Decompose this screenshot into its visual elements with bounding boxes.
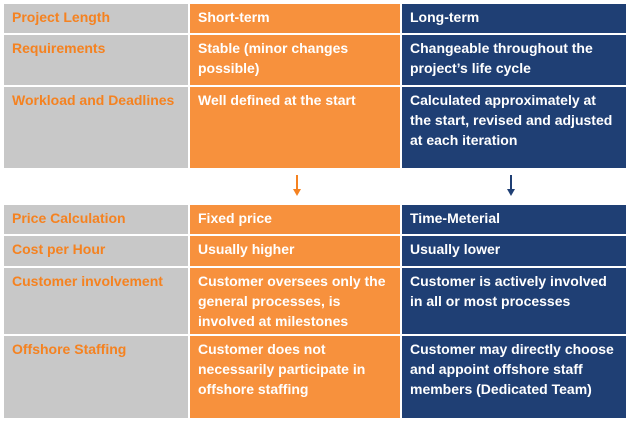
row-label: Price Calculation [4, 205, 190, 234]
table-row-requirements: Requirements Stable (minor changes possi… [4, 35, 626, 87]
short-term-cell: Usually higher [190, 236, 402, 266]
short-term-cell: Customer oversees only the general proce… [190, 268, 402, 334]
long-term-cell: Time-Meterial [402, 205, 626, 234]
short-term-cell: Stable (minor changes possible) [190, 35, 402, 85]
long-term-cell: Customer is actively involved in all or … [402, 268, 626, 334]
short-term-cell: Customer does not necessarily participat… [190, 336, 402, 418]
row-label: Project Length [4, 4, 190, 33]
row-label: Customer involvement [4, 268, 190, 334]
table-row-cost-per-hour: Cost per Hour Usually higher Usually low… [4, 236, 626, 268]
table-row-workload-and-deadlines: Workload and Deadlines Well defined at t… [4, 87, 626, 170]
arrow-down-icon [507, 175, 515, 197]
short-term-cell: Short-term [190, 4, 402, 33]
top-comparison-table: Project Length Short-term Long-term Requ… [4, 4, 626, 170]
short-term-cell: Well defined at the start [190, 87, 402, 168]
row-label: Requirements [4, 35, 190, 85]
long-term-cell: Changeable throughout the project’s life… [402, 35, 626, 85]
bottom-comparison-table: Price Calculation Fixed price Time-Meter… [4, 205, 626, 420]
table-row-price-calculation: Price Calculation Fixed price Time-Meter… [4, 205, 626, 236]
row-label: Offshore Staffing [4, 336, 190, 418]
table-row-customer-involvement: Customer involvement Customer oversees o… [4, 268, 626, 336]
short-term-cell: Fixed price [190, 205, 402, 234]
table-row-project-length: Project Length Short-term Long-term [4, 4, 626, 35]
long-term-cell: Long-term [402, 4, 626, 33]
long-term-cell: Customer may directly choose and appoint… [402, 336, 626, 418]
long-term-cell: Usually lower [402, 236, 626, 266]
row-label: Workload and Deadlines [4, 87, 190, 168]
row-label: Cost per Hour [4, 236, 190, 266]
table-row-offshore-staffing: Offshore Staffing Customer does not nece… [4, 336, 626, 420]
long-term-cell: Calculated approximately at the start, r… [402, 87, 626, 168]
arrow-down-icon [293, 175, 301, 197]
